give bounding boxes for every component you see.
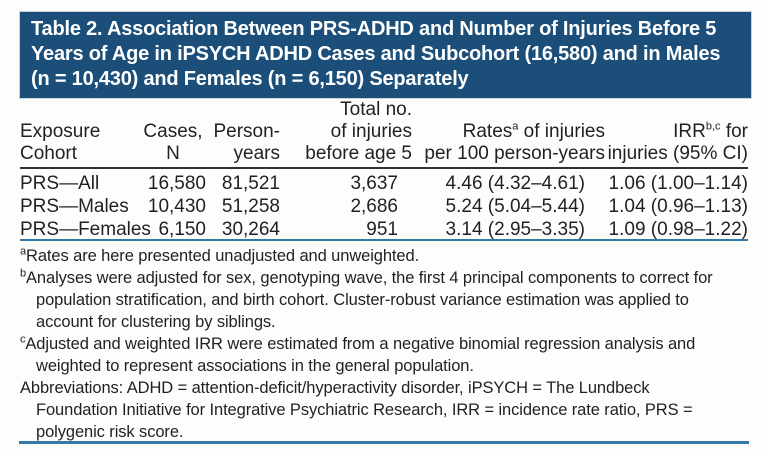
header-rates-line-1: Ratesa of injuries bbox=[418, 121, 605, 143]
footnote-b-marker: b bbox=[20, 267, 27, 280]
cell-cases: 6,150 bbox=[158, 219, 206, 240]
cell-irr: 1.06 (1.00–1.14) bbox=[608, 173, 748, 194]
header-irr-word: IRR bbox=[673, 121, 706, 142]
header-exposure-cohort: Exposure Cohort bbox=[20, 99, 140, 169]
header-person-years: Person- years bbox=[206, 99, 280, 169]
footnote-a: aRates are here presented unadjusted and… bbox=[20, 245, 732, 267]
header-total-injuries-line-2: of injuries bbox=[330, 121, 412, 142]
table-row-prs-all: PRS—All 16,580 81,521 3,637 4.46 (4.32–4… bbox=[20, 168, 748, 195]
cell-person-years: 30,264 bbox=[221, 219, 280, 240]
header-cases-line-2: N bbox=[166, 143, 180, 164]
cell-cohort: PRS—Males bbox=[20, 196, 129, 217]
bottom-border-rule bbox=[19, 441, 749, 444]
cell-rate: 3.14 (2.95–3.35) bbox=[445, 219, 585, 240]
header-irr-line-1: IRRb,c for bbox=[585, 121, 748, 143]
header-exposure-line-1: Exposure bbox=[20, 121, 101, 142]
cell-irr: 1.04 (0.96–1.13) bbox=[608, 196, 748, 217]
cell-irr: 1.09 (0.98–1.22) bbox=[608, 219, 748, 240]
header-irr-rest: for bbox=[720, 121, 748, 142]
footnote-a-marker: a bbox=[20, 245, 27, 258]
header-irr-line-2: injuries (95% CI) bbox=[607, 143, 748, 164]
footnote-abbreviations: Abbreviations: ADHD = attention-deficit/… bbox=[20, 377, 732, 443]
cell-cohort: PRS—Females bbox=[20, 219, 151, 240]
header-cases-n: Cases, N bbox=[140, 99, 206, 169]
header-rates: Ratesa of injuries per 100 person-years bbox=[398, 99, 605, 169]
table-title-line-2: Years of Age in iPSYCH ADHD Cases and Su… bbox=[31, 43, 721, 65]
cell-rate: 4.46 (4.32–4.61) bbox=[445, 173, 585, 194]
cell-cases: 16,580 bbox=[147, 173, 206, 194]
table-row-prs-females: PRS—Females 6,150 30,264 951 3.14 (2.95–… bbox=[20, 218, 748, 241]
footnote-abbreviations-text: Abbreviations: ADHD = attention-deficit/… bbox=[20, 379, 693, 441]
table-title: Table 2. Association Between PRS-ADHD an… bbox=[19, 11, 752, 99]
header-rates-line-2: per 100 person-years bbox=[424, 143, 605, 164]
header-irr-superscript: b,c bbox=[705, 120, 721, 133]
header-row: Exposure Cohort Cases, N Person- years T… bbox=[20, 99, 748, 169]
header-total-injuries-line-1: Total no. bbox=[340, 99, 412, 120]
cell-rate: 5.24 (5.04–5.44) bbox=[445, 196, 585, 217]
table-title-line-3: (n = 10,430) and Females (n = 6,150) Sep… bbox=[31, 68, 469, 90]
data-footnote-divider bbox=[20, 239, 748, 241]
cell-person-years: 51,258 bbox=[221, 196, 280, 217]
header-rates-superscript: a bbox=[512, 120, 519, 133]
cell-person-years: 81,521 bbox=[221, 173, 280, 194]
cell-injuries: 951 bbox=[366, 219, 398, 240]
header-total-injuries-line-3: before age 5 bbox=[305, 143, 412, 164]
footnote-c-text: Adjusted and weighted IRR were estimated… bbox=[25, 335, 696, 375]
footnote-c: cAdjusted and weighted IRR were estimate… bbox=[20, 333, 732, 377]
footnote-a-text: Rates are here presented unadjusted and … bbox=[26, 247, 420, 265]
results-table: Exposure Cohort Cases, N Person- years T… bbox=[20, 99, 748, 241]
header-total-injuries: Total no. of injuries before age 5 bbox=[280, 99, 412, 169]
header-exposure-line-2: Cohort bbox=[20, 143, 78, 164]
footnote-c-marker: c bbox=[20, 333, 26, 346]
header-person-years-line-2: years bbox=[233, 143, 280, 164]
footnote-b: bAnalyses were adjusted for sex, genotyp… bbox=[20, 267, 732, 333]
header-rates-rest: of injuries bbox=[518, 121, 605, 142]
footnote-b-text: Analyses were adjusted for sex, genotypi… bbox=[26, 269, 713, 331]
header-irr: IRRb,c for injuries (95% CI) bbox=[585, 99, 748, 169]
cell-cohort: PRS—All bbox=[20, 173, 100, 194]
table-title-line-1: Table 2. Association Between PRS-ADHD an… bbox=[31, 18, 717, 40]
table-row-prs-males: PRS—Males 10,430 51,258 2,686 5.24 (5.04… bbox=[20, 195, 748, 218]
header-person-years-line-1: Person- bbox=[213, 121, 280, 142]
header-rates-word: Rates bbox=[462, 121, 513, 142]
header-cases-line-1: Cases, bbox=[143, 121, 203, 142]
footnotes-block: aRates are here presented unadjusted and… bbox=[20, 245, 732, 443]
cell-injuries: 3,637 bbox=[350, 173, 398, 194]
cell-injuries: 2,686 bbox=[350, 196, 398, 217]
cell-cases: 10,430 bbox=[147, 196, 206, 217]
